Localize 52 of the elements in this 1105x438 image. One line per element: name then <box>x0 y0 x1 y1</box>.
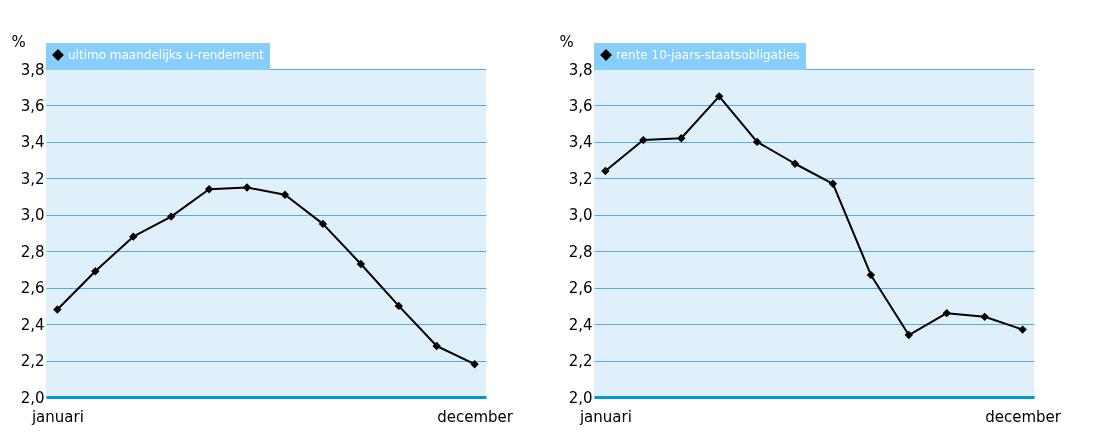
y-tick-label: 3,2 <box>568 169 593 188</box>
x-tick-label: januari <box>578 407 632 426</box>
y-tick-label: 2,0 <box>568 388 593 407</box>
point <box>242 183 252 192</box>
y-tick-label: 3,6 <box>568 96 593 115</box>
y-tick-label: 2,2 <box>20 352 45 371</box>
point <box>866 270 876 280</box>
y-tick-label: 2,0 <box>20 388 45 407</box>
y-axis-title: % <box>11 32 26 51</box>
point <box>129 232 138 241</box>
point <box>1018 325 1027 334</box>
legend-label: rente 10-jaars-staatsobligaties <box>616 48 800 62</box>
point <box>677 134 686 143</box>
y-tick-label: 3,6 <box>20 96 45 115</box>
y-tick-label: 2,6 <box>568 279 593 298</box>
x-tick-label: december <box>985 407 1062 426</box>
y-tick-label: 2,2 <box>568 352 593 371</box>
y-tick-label: 2,8 <box>568 242 593 261</box>
point <box>432 341 441 351</box>
y-tick-label: 3,8 <box>568 60 593 79</box>
legend-label: ultimo maandelijks u-rendement <box>68 48 265 62</box>
point <box>53 305 62 314</box>
point <box>91 267 100 276</box>
point <box>601 166 610 176</box>
point <box>394 301 403 311</box>
x-tick-label: januari <box>30 407 84 426</box>
point <box>980 312 989 322</box>
point <box>280 190 290 199</box>
y-tick-label: 3,4 <box>568 133 593 152</box>
point <box>828 179 838 188</box>
y-tick-label: 2,8 <box>20 242 45 261</box>
y-tick-label: 3,8 <box>20 60 45 79</box>
y-tick-label: 2,4 <box>568 315 593 334</box>
point <box>752 137 762 147</box>
y-tick-label: 3,0 <box>568 206 593 225</box>
point <box>790 159 800 168</box>
y-tick-label: 2,6 <box>20 279 45 298</box>
point <box>356 259 366 269</box>
point <box>470 360 479 369</box>
y-axis-title: % <box>559 32 574 51</box>
point <box>166 212 176 221</box>
point <box>942 308 951 318</box>
point <box>318 219 328 229</box>
x-tick-label: december <box>437 407 514 426</box>
point <box>639 135 648 145</box>
y-tick-label: 3,4 <box>20 133 45 152</box>
point <box>714 92 724 101</box>
y-tick-label: 3,0 <box>20 206 45 225</box>
y-tick-label: 3,2 <box>20 169 45 188</box>
point <box>204 185 214 194</box>
point <box>904 330 914 340</box>
y-tick-label: 2,4 <box>20 315 45 334</box>
